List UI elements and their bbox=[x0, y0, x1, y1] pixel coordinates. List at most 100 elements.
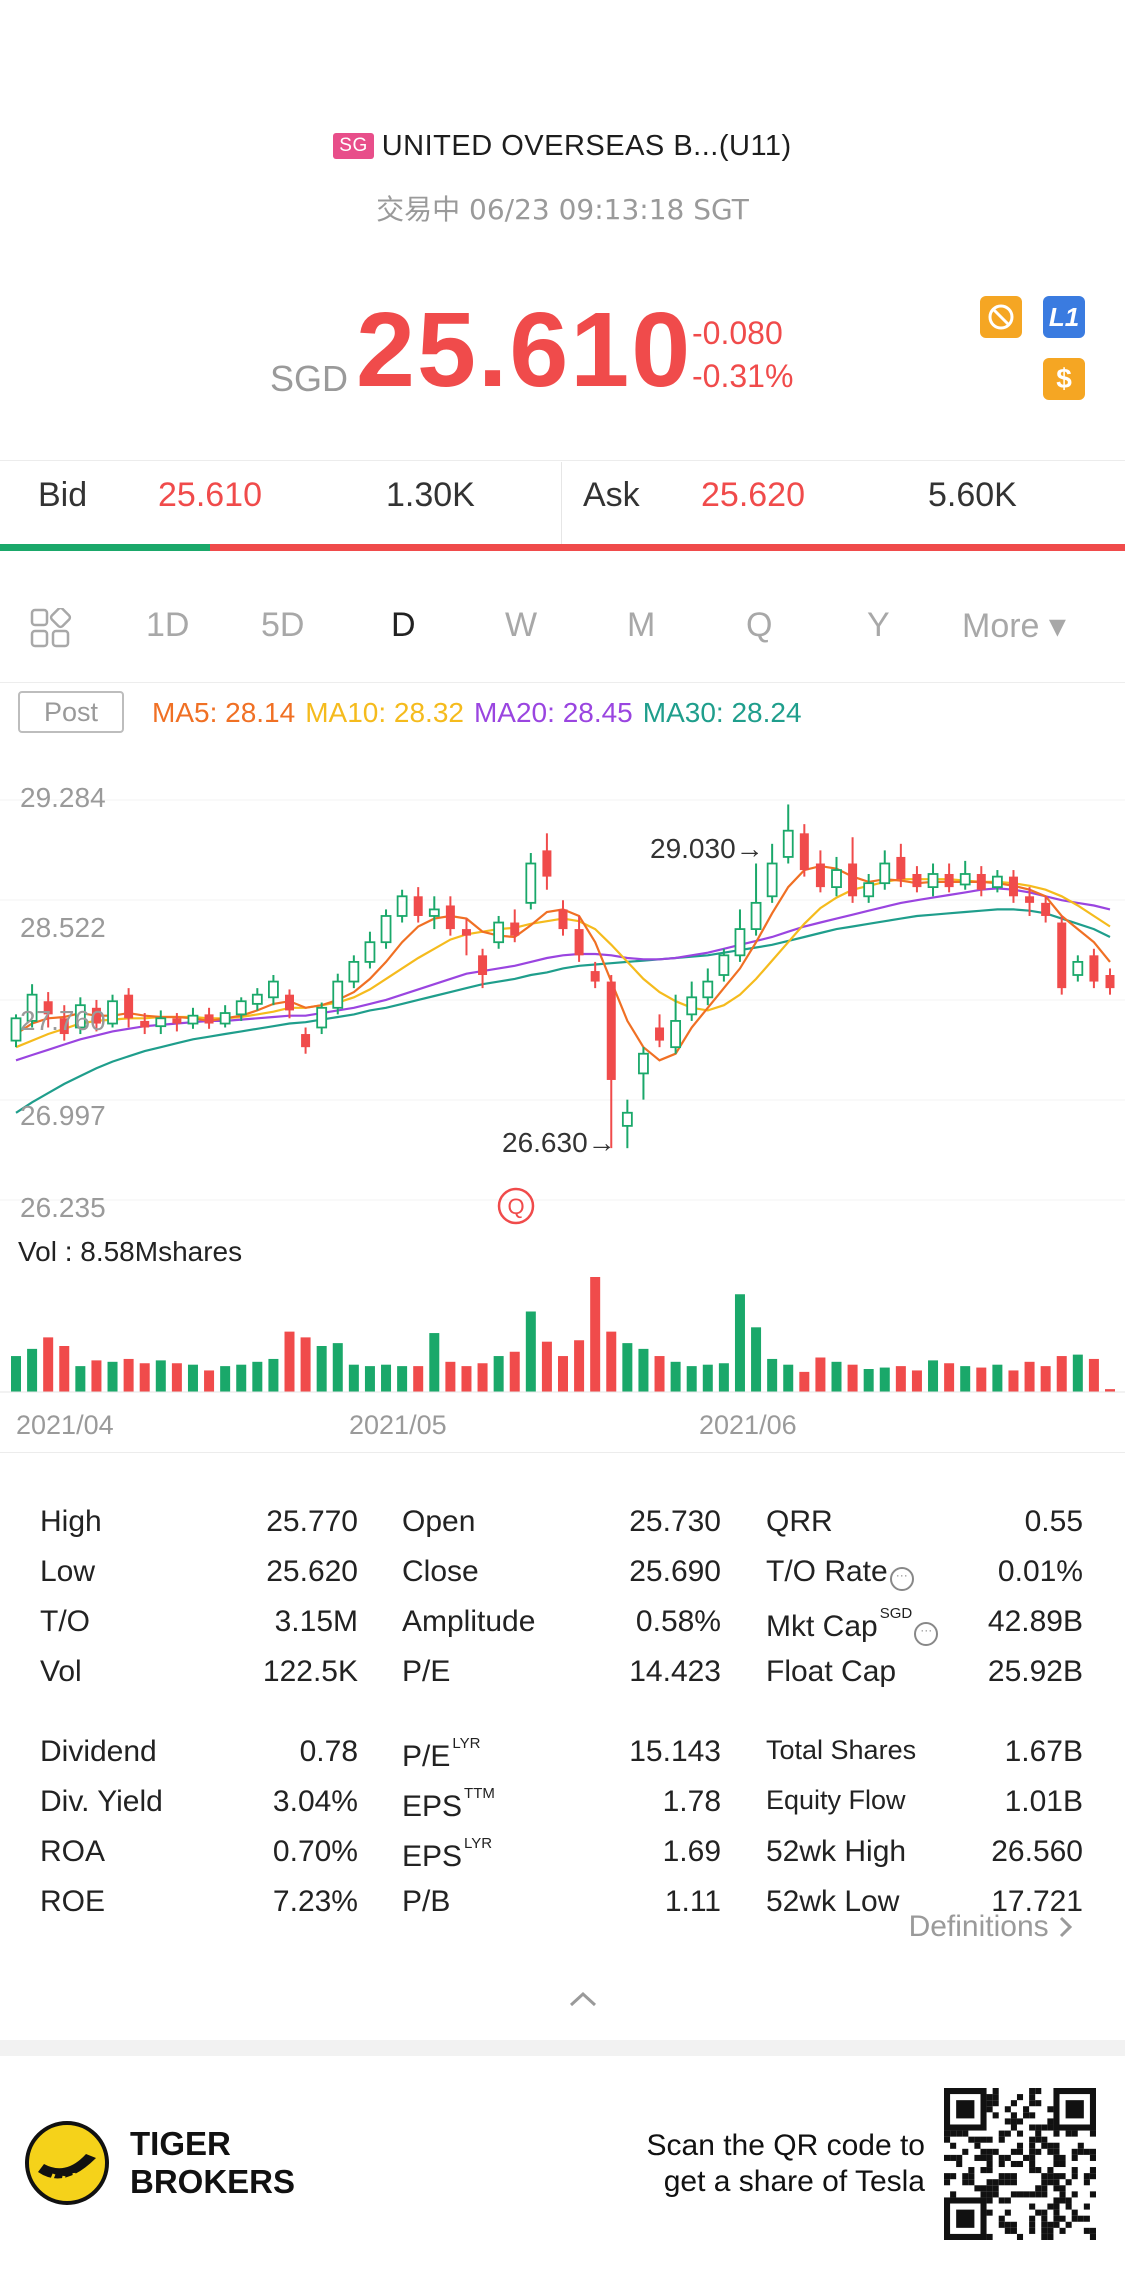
definitions-link[interactable]: Definitions bbox=[909, 1910, 1075, 1944]
volume-bar bbox=[944, 1363, 955, 1392]
candle bbox=[782, 804, 794, 864]
last-price: 25.610 bbox=[356, 291, 693, 409]
stat-label: ROA bbox=[40, 1835, 106, 1868]
ma10-label: MA10: 28.32 bbox=[305, 697, 464, 728]
candle bbox=[332, 973, 344, 1015]
stat-label: EPS TTM bbox=[402, 1785, 495, 1823]
bid-price: 25.610 bbox=[158, 476, 262, 514]
candle bbox=[1057, 915, 1067, 995]
volume-bar bbox=[381, 1364, 392, 1392]
volume-bar bbox=[751, 1327, 762, 1392]
candle bbox=[219, 1005, 231, 1028]
volume-bar bbox=[107, 1361, 118, 1392]
info-icon[interactable]: ··· bbox=[889, 1567, 914, 1591]
stat-value: 0.70% bbox=[272, 1835, 358, 1868]
stat-value: 42.89B bbox=[987, 1605, 1083, 1638]
volume-bar bbox=[27, 1348, 38, 1392]
candle bbox=[10, 1014, 22, 1048]
candle bbox=[124, 988, 134, 1028]
volume-bar bbox=[654, 1356, 665, 1392]
volume-bar bbox=[348, 1364, 359, 1392]
post-toggle-button[interactable]: Post bbox=[18, 691, 124, 733]
candle bbox=[959, 860, 971, 890]
y-tick-label: 29.284 bbox=[20, 782, 106, 813]
volume-bar bbox=[911, 1370, 922, 1392]
volume-bar bbox=[300, 1337, 311, 1392]
brand-line-2: BROKERS bbox=[130, 2163, 296, 2200]
candle bbox=[478, 948, 488, 989]
candle bbox=[590, 961, 600, 989]
candle bbox=[927, 863, 939, 897]
candle bbox=[26, 984, 38, 1028]
volume-bar bbox=[11, 1356, 21, 1392]
stat-value: 25.620 bbox=[266, 1555, 358, 1588]
volume-bar bbox=[59, 1346, 70, 1392]
volume-bar bbox=[1008, 1370, 1019, 1392]
candle bbox=[766, 843, 778, 903]
currency-label: SGD bbox=[270, 358, 349, 399]
trading-status: 交易中 06/23 09:13:18 SGT bbox=[376, 193, 749, 226]
volume-bar bbox=[413, 1366, 424, 1392]
tab-1d[interactable]: 1D bbox=[146, 606, 190, 644]
candle bbox=[107, 994, 118, 1028]
bid-label: Bid bbox=[38, 476, 88, 514]
stat-label: P/E LYR bbox=[402, 1735, 481, 1773]
candle bbox=[413, 887, 423, 923]
candle bbox=[348, 955, 360, 989]
volume-bar bbox=[477, 1363, 488, 1392]
level1-badge[interactable]: L1 bbox=[1043, 296, 1085, 338]
candlestick-chart[interactable] bbox=[0, 770, 1125, 1240]
candle bbox=[734, 909, 746, 962]
stat-value: 17.721 bbox=[991, 1885, 1083, 1918]
volume-bar bbox=[574, 1340, 585, 1392]
stat-superscript: TTM bbox=[464, 1785, 495, 1802]
bid-ratio-bar bbox=[0, 544, 211, 551]
volume-bar bbox=[799, 1371, 810, 1392]
y-tick-label: 28.522 bbox=[20, 912, 106, 943]
volume-bar bbox=[767, 1358, 778, 1392]
tab-quarter[interactable]: Q bbox=[746, 606, 773, 644]
tab-week[interactable]: W bbox=[505, 606, 538, 644]
volume-bar bbox=[590, 1277, 601, 1392]
tab-more[interactable]: More ▾ bbox=[962, 607, 1066, 645]
stat-value: 0.58% bbox=[635, 1605, 721, 1638]
volume-bar bbox=[1088, 1358, 1099, 1392]
tab-month[interactable]: M bbox=[627, 606, 656, 644]
volume-bar bbox=[509, 1351, 520, 1392]
y-tick-label: 26.997 bbox=[20, 1100, 106, 1131]
volume-chart[interactable] bbox=[0, 1270, 1125, 1395]
stat-label: P/B bbox=[402, 1885, 451, 1918]
stat-label: High bbox=[40, 1505, 102, 1538]
candle bbox=[396, 889, 408, 923]
stat-label: Float Cap bbox=[766, 1655, 897, 1688]
info-icon[interactable]: ··· bbox=[914, 1622, 939, 1646]
volume-bar bbox=[284, 1331, 295, 1392]
volume-bar bbox=[638, 1348, 649, 1392]
tab-year[interactable]: Y bbox=[867, 606, 890, 644]
candle bbox=[686, 981, 698, 1021]
tab-5d[interactable]: 5D bbox=[261, 606, 305, 644]
volume-bar bbox=[461, 1366, 472, 1392]
candle bbox=[428, 896, 440, 930]
volume-bar bbox=[670, 1361, 681, 1392]
candle bbox=[155, 1010, 167, 1035]
dollar-icon[interactable]: $ bbox=[1043, 358, 1085, 400]
candle bbox=[976, 866, 986, 897]
stat-value: 1.11 bbox=[664, 1885, 721, 1918]
stat-label: Open bbox=[402, 1505, 476, 1538]
q-marker-icon[interactable]: Q bbox=[496, 1186, 536, 1231]
volume-bar bbox=[332, 1343, 343, 1392]
tab-day[interactable]: D bbox=[391, 606, 416, 644]
volume-bar bbox=[252, 1361, 263, 1392]
volume-bar bbox=[815, 1357, 826, 1392]
stat-label: ROE bbox=[40, 1885, 106, 1918]
brand-name: TIGER BROKERS bbox=[130, 2125, 295, 2201]
stat-superscript: SGD bbox=[879, 1605, 913, 1622]
chevron-up-icon[interactable] bbox=[566, 1988, 600, 2015]
stat-value: 26.560 bbox=[991, 1835, 1083, 1868]
scan-line-2: get a share of Tesla bbox=[663, 2165, 925, 2198]
stat-label: QRR bbox=[766, 1505, 833, 1538]
no-sign-icon[interactable] bbox=[980, 296, 1022, 338]
volume-bar bbox=[734, 1294, 745, 1392]
grid-icon[interactable] bbox=[30, 606, 72, 653]
